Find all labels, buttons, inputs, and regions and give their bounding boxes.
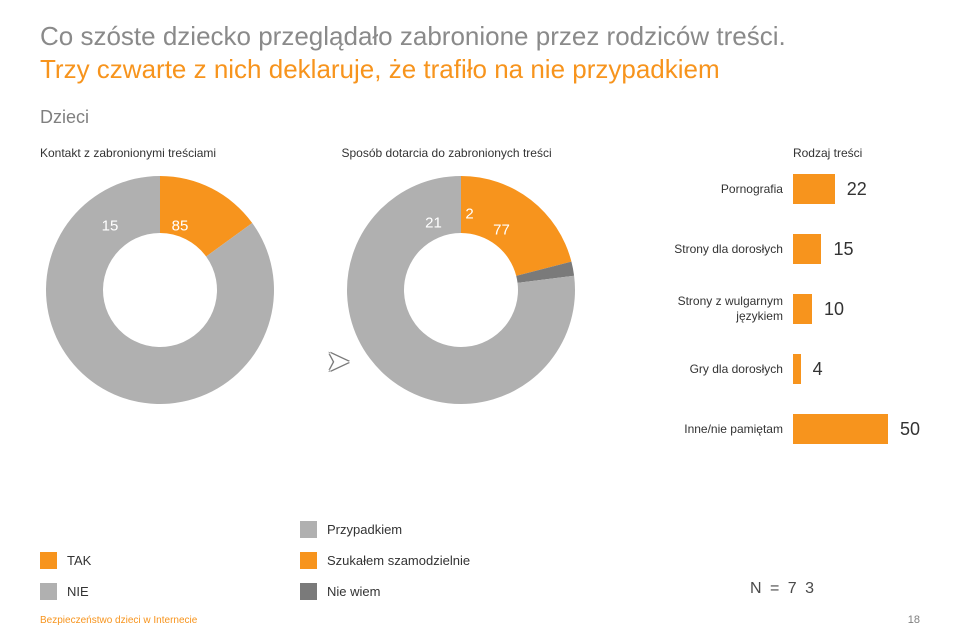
bar-value: 50 — [900, 419, 920, 440]
legend-label: NIE — [67, 584, 89, 599]
bar-rect — [793, 354, 801, 384]
legend-item: TAK — [40, 552, 300, 569]
col1-title: Kontakt z zabronionymi treściami — [40, 146, 315, 160]
bar-value: 15 — [833, 239, 853, 260]
title-line-2: Trzy czwarte z nich deklaruje, że trafił… — [40, 53, 920, 86]
bar-rect — [793, 234, 822, 264]
bar-chart: Pornografia22Strony dla dorosłych15Stron… — [643, 172, 920, 446]
bar-label: Pornografia — [643, 182, 793, 197]
title-line-1: Co szóste dziecko przeglądało zabronione… — [40, 20, 920, 53]
bar-label: Gry dla dorosłych — [643, 362, 793, 377]
legend-label: TAK — [67, 553, 91, 568]
donut-slice — [461, 176, 571, 276]
col2-title: Sposób dotarcia do zabronionych treści — [341, 146, 616, 160]
donut-contact: 1585 — [40, 170, 280, 410]
bar-label: Strony z wulgarnym językiem — [643, 294, 793, 324]
bar-rect — [793, 174, 835, 204]
bar-value: 10 — [824, 299, 844, 320]
bar-value: 22 — [847, 179, 867, 200]
bar-row: Gry dla dorosłych 4 — [643, 352, 920, 386]
n-label: N = 7 3 — [750, 580, 816, 598]
legend-item: Szukałem szamodzielnie — [300, 552, 470, 569]
legend-swatch — [300, 521, 317, 538]
legend-swatch — [300, 583, 317, 600]
legend-label: Szukałem szamodzielnie — [327, 553, 470, 568]
bar-value: 4 — [813, 359, 823, 380]
legend-swatch — [40, 583, 57, 600]
footer-text: Bezpieczeństwo dzieci w Internecie — [40, 615, 197, 626]
bar-rect — [793, 294, 812, 324]
legend-swatch — [300, 552, 317, 569]
bar-row: Pornografia 22 — [643, 172, 920, 206]
bar-rect — [793, 414, 888, 444]
donut-source: 21277 ➤ — [341, 170, 581, 410]
arrow-icon: ➤ — [327, 346, 349, 377]
legend-left: TAK NIE — [40, 552, 300, 600]
legend-swatch — [40, 552, 57, 569]
bar-label: Strony dla dorosłych — [643, 242, 793, 257]
section-label: Dzieci — [40, 107, 920, 128]
legend-item: Przypadkiem — [300, 521, 470, 538]
legend-middle: Przypadkiem Szukałem szamodzielnie Nie wie… — [300, 521, 470, 600]
bar-row: Inne/nie pamiętam 50 — [643, 412, 920, 446]
col3-title: Rodzaj treści — [643, 146, 920, 160]
page-number: 18 — [908, 614, 920, 626]
bar-label: Inne/nie pamiętam — [643, 422, 793, 437]
bar-row: Strony dla dorosłych 15 — [643, 232, 920, 266]
legend-item: Nie wiem — [300, 583, 470, 600]
legend-label: Nie wiem — [327, 584, 380, 599]
legend-label: Przypadkiem — [327, 522, 402, 537]
legend-item: NIE — [40, 583, 300, 600]
bar-row: Strony z wulgarnym językiem 10 — [643, 292, 920, 326]
